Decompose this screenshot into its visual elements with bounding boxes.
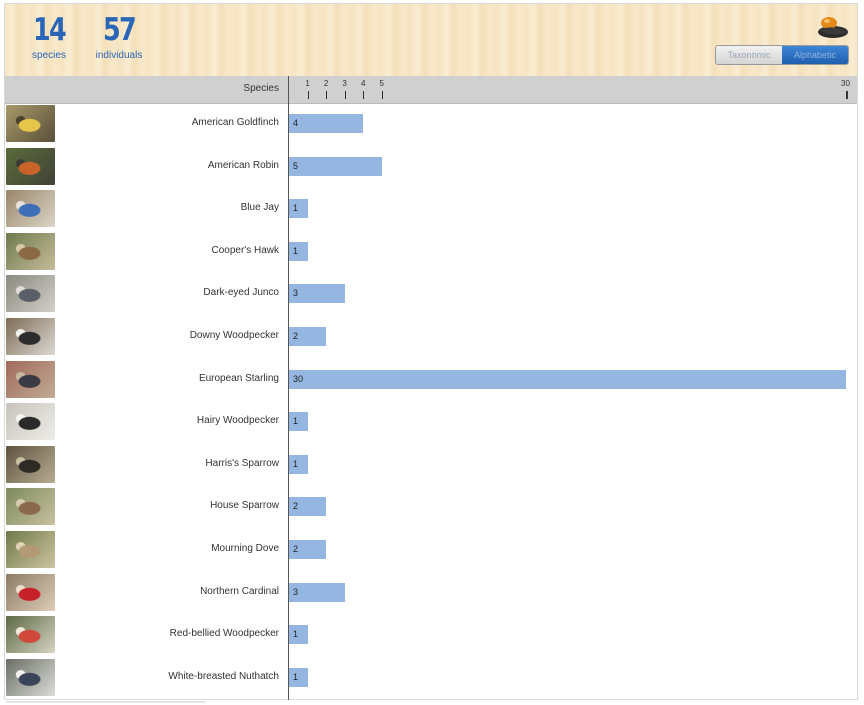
species-row[interactable]: American Goldfinch 4 [5,104,857,146]
count-bar[interactable]: 2 [289,327,327,346]
count-label: 5 [293,160,299,171]
sort-taxonomic-button[interactable]: Taxonomic [716,46,782,64]
bird-logo-icon [818,17,848,38]
x-tick-label: 2 [323,79,329,88]
species-row[interactable]: Dark-eyed Junco 3 [5,274,857,316]
species-name[interactable]: European Starling [198,372,279,384]
count-label: 1 [293,629,299,640]
count-bar[interactable]: 1 [289,454,308,474]
count-bar[interactable]: 30 [289,369,846,389]
species-name[interactable]: Dark-eyed Junco [203,287,279,299]
sort-toggle[interactable]: Taxonomic Alphabetic [715,45,849,65]
count-bar[interactable]: 1 [289,667,308,687]
coopers-hawk-photo[interactable] [6,232,55,270]
species-row[interactable]: Downy Woodpecker 2 [5,317,857,359]
x-tick-label: 1 [305,79,310,88]
x-tick-mark [845,91,848,99]
individuals-count: 57 [102,12,137,48]
downy-woodpecker-photo[interactable] [6,318,55,355]
bird-tally-panel: 14 species 57 individuals Taxonomic Alph… [4,3,858,700]
dark-eyed-junco-photo[interactable] [6,275,55,313]
count-label: 2 [293,544,299,554]
species-name[interactable]: White-breasted Nuthatch [168,670,279,682]
species-row[interactable]: Mourning Dove 2 [5,530,857,572]
summary-header: 14 species 57 individuals Taxonomic Alph… [5,4,857,77]
blue-jay-photo[interactable] [6,190,55,228]
species-name[interactable]: Mourning Dove [211,543,279,554]
individuals-stat: 57 individuals [93,13,145,62]
species-column-header[interactable]: Species [243,83,279,94]
white-breasted-nuthatch-photo[interactable] [6,658,55,696]
mourning-dove-photo[interactable] [6,531,55,568]
count-bar[interactable]: 1 [289,241,308,261]
american-goldfinch-photo[interactable] [6,105,55,142]
x-tick-mark [307,91,309,99]
x-tick-mark [381,91,383,99]
x-tick-mark [344,91,346,99]
harriss-sparrow-photo[interactable] [6,445,55,483]
x-tick-label: 5 [379,79,384,88]
northern-cardinal-photo[interactable] [6,573,55,611]
count-label: 1 [293,245,299,256]
count-label: 3 [293,586,299,597]
count-label: 1 [293,416,299,427]
species-name[interactable]: Cooper's Hawk [211,244,280,256]
species-name[interactable]: Downy Woodpecker [189,330,279,341]
individuals-count-label: individuals [95,50,143,61]
hairy-woodpecker-photo[interactable] [6,403,55,441]
species-name[interactable]: American Robin [207,159,279,171]
count-bar[interactable]: 1 [289,199,308,219]
y-axis-line [288,76,289,700]
species-name[interactable]: Red-bellied Woodpecker [169,628,279,640]
count-label: 4 [293,118,299,128]
count-label: 1 [293,458,299,469]
species-name[interactable]: House Sparrow [210,500,279,512]
count-bar[interactable]: 3 [289,284,345,304]
species-row[interactable]: Blue Jay 1 [5,189,857,231]
species-stat: 14 species [29,13,69,62]
species-count: 14 [32,12,67,48]
species-row[interactable]: Hairy Woodpecker 1 [5,402,857,444]
count-bar[interactable]: 3 [289,582,345,602]
species-row[interactable]: Harris's Sparrow 1 [5,445,857,487]
species-name[interactable]: Northern Cardinal [200,585,279,597]
x-tick-mark [326,91,328,99]
species-row[interactable]: European Starling 30 [5,360,857,402]
count-bar[interactable]: 2 [289,540,327,559]
count-label: 30 [293,373,304,384]
species-name[interactable]: Hairy Woodpecker [196,415,279,427]
american-robin-photo[interactable] [6,147,55,185]
horizontal-scrollbar[interactable] [6,701,206,703]
species-row[interactable]: Northern Cardinal 3 [5,573,857,615]
count-bar[interactable]: 1 [289,625,308,645]
count-label: 2 [293,331,299,341]
count-bar[interactable]: 1 [289,412,308,432]
count-label: 1 [293,671,299,682]
species-name[interactable]: Harris's Sparrow [205,457,279,469]
count-bar[interactable]: 5 [289,156,382,176]
red-bellied-woodpecker-photo[interactable] [6,616,55,654]
european-starling-photo[interactable] [6,360,55,398]
count-label: 1 [293,203,299,214]
x-tick-label: 4 [360,79,366,88]
x-tick-mark [363,91,365,99]
count-bar[interactable]: 4 [289,114,364,133]
species-row[interactable]: House Sparrow 2 [5,487,857,529]
house-sparrow-photo[interactable] [6,488,55,526]
sort-alphabetic-button[interactable]: Alphabetic [782,46,848,64]
species-row[interactable]: Cooper's Hawk 1 [5,232,857,274]
species-count-label: species [32,50,66,61]
x-axis-ticks: 1 2 3 4 5 30 [5,76,857,103]
x-tick-label: 3 [342,79,347,88]
species-name[interactable]: American Goldfinch [191,117,279,128]
count-label: 2 [293,501,299,512]
column-header: Species [5,76,857,104]
species-name[interactable]: Blue Jay [240,202,279,214]
species-row[interactable]: White-breasted Nuthatch 1 [5,658,857,700]
species-row[interactable]: American Robin 5 [5,147,857,189]
x-tick-label: 30 [841,79,850,88]
species-row[interactable]: Red-bellied Woodpecker 1 [5,615,857,657]
count-label: 3 [293,288,299,299]
count-bar[interactable]: 2 [289,497,327,517]
